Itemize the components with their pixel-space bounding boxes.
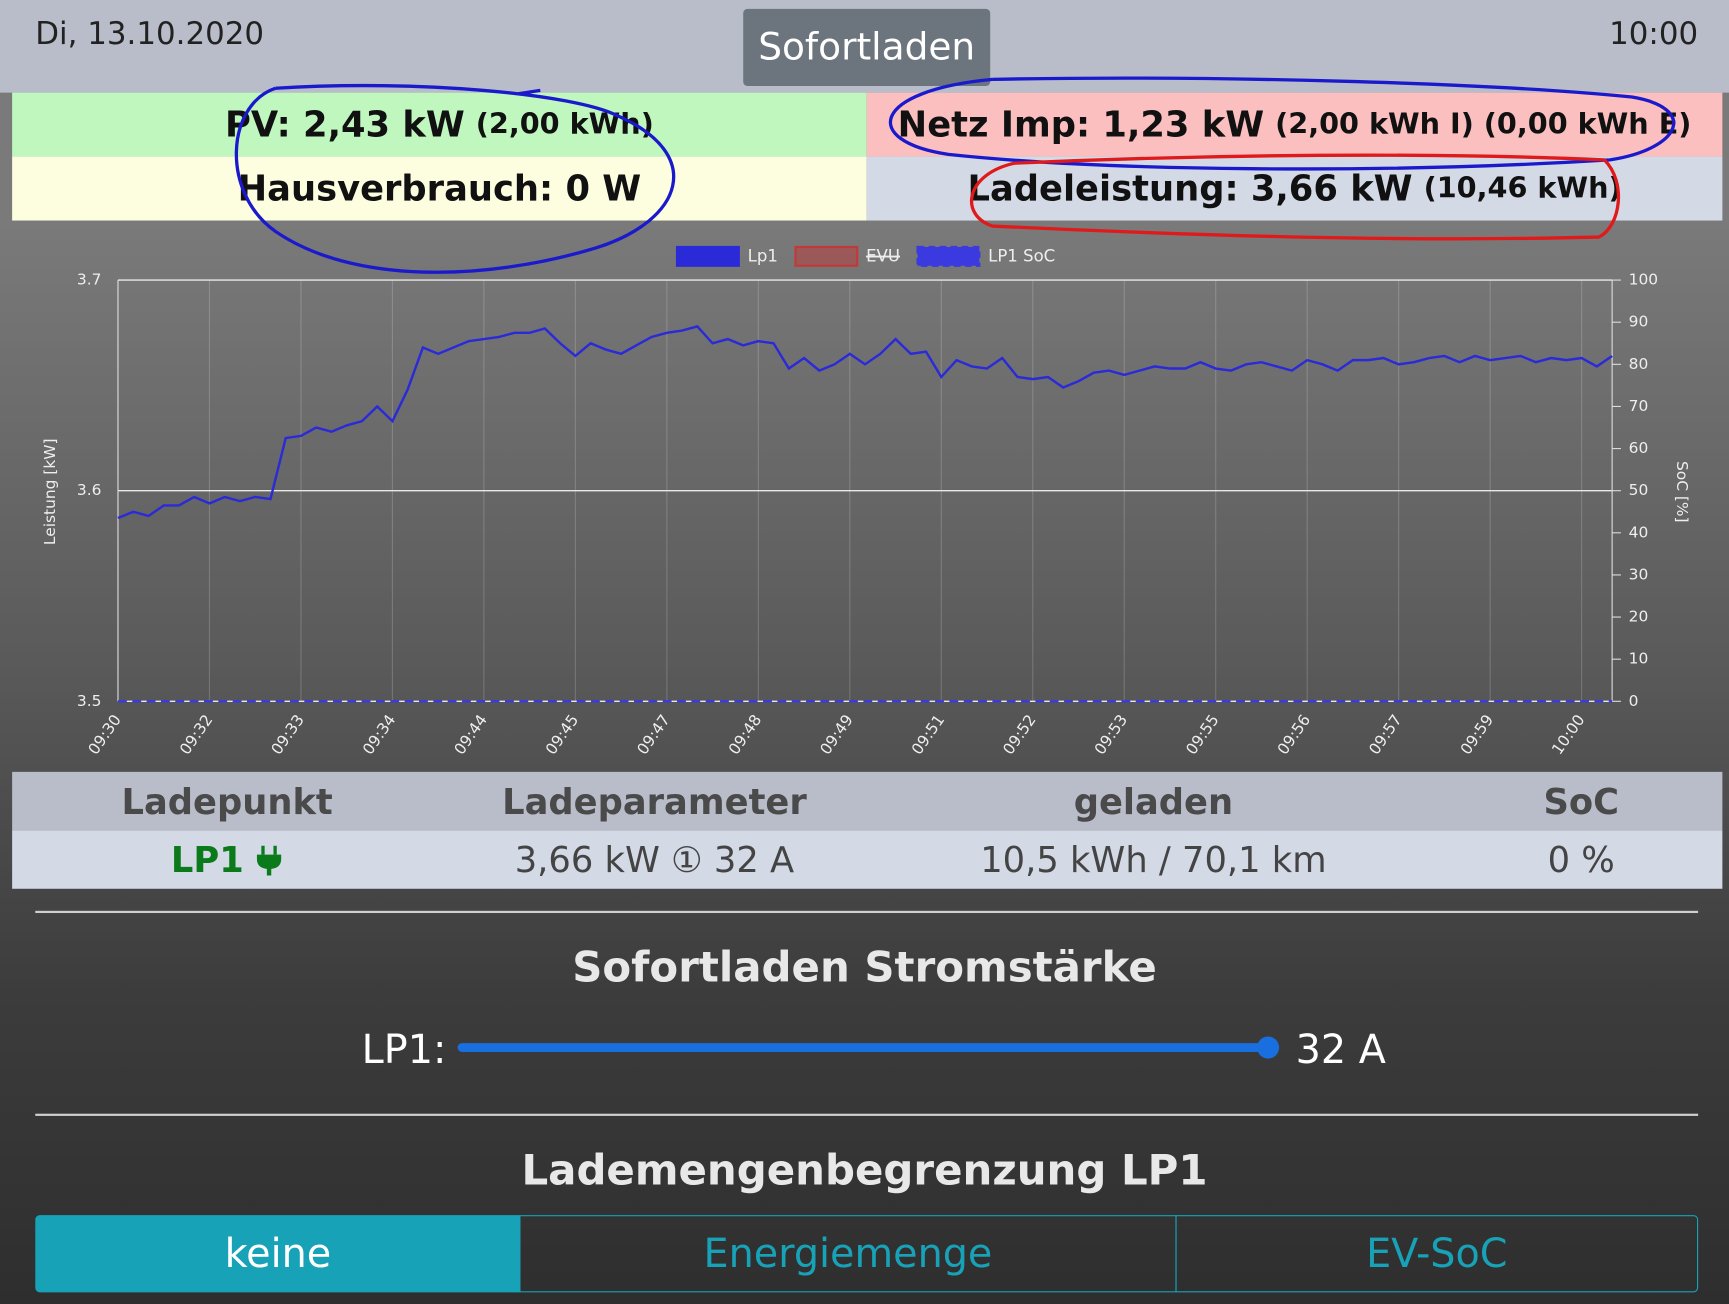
- y2-tick-label: 70: [1629, 397, 1649, 415]
- x-tick-label: 09:30: [85, 711, 125, 758]
- table-header: Ladepunkt Ladeparameter geladen SoC: [12, 771, 1723, 831]
- y2-axis-label: SoC [%]: [1673, 461, 1691, 523]
- y2-tick-label: 30: [1629, 565, 1649, 583]
- x-tick-label: 09:32: [176, 711, 216, 758]
- x-tick-label: 09:34: [359, 711, 399, 758]
- option-button[interactable]: EV-SoC: [1175, 1215, 1699, 1293]
- legend-label: Lp1: [748, 246, 778, 265]
- legend-label: EVU: [866, 246, 900, 265]
- separator: [35, 910, 1699, 914]
- legend-swatch: [794, 245, 859, 267]
- y2-tick-label: 10: [1629, 650, 1649, 668]
- y2-tick-label: 40: [1629, 523, 1649, 541]
- y2-tick-label: 50: [1629, 481, 1649, 499]
- option-button[interactable]: Energiemenge: [519, 1215, 1177, 1293]
- table-row: LP1 3,66 kW ① 32 A 10,5 kWh / 70,1 km 0 …: [12, 830, 1723, 889]
- slider-track[interactable]: [457, 1043, 1269, 1052]
- y2-tick-label: 80: [1629, 355, 1649, 373]
- lp-name: LP1: [170, 838, 244, 881]
- chart: Leistung [kW] SoC [%] 09:30 09:32 09:33 09:…: [41, 245, 1691, 758]
- cell: 3,66 kW ① 32 A: [514, 838, 795, 881]
- x-tick-label: 09:55: [1182, 711, 1222, 758]
- y2-tick-label: 100: [1629, 271, 1658, 289]
- section-title: Lademengenbegrenzung LP1: [521, 1145, 1208, 1195]
- x-tick-label: 09:44: [451, 711, 491, 758]
- legend-swatch: [916, 245, 981, 267]
- y-tick-label: 3.7: [77, 271, 102, 289]
- series-line: [117, 325, 1613, 520]
- header-cell: geladen: [1073, 780, 1234, 823]
- cell: 10,5 kWh / 70,1 km: [980, 838, 1327, 881]
- header-cell: SoC: [1543, 780, 1620, 823]
- legend-label: LP1 SoC: [988, 246, 1055, 265]
- option-button[interactable]: keine: [35, 1215, 521, 1293]
- date: Di, 13.10.2020: [35, 15, 265, 52]
- x-tick-label: 09:45: [542, 711, 582, 758]
- x-tick-label: 09:51: [908, 711, 948, 758]
- y2-tick-label: 90: [1629, 313, 1649, 331]
- x-tick-label: 09:33: [268, 711, 308, 758]
- y2-tick-label: 0: [1629, 692, 1639, 710]
- y2-tick-label: 60: [1629, 439, 1649, 457]
- mode-button[interactable]: Sofortladen: [743, 8, 991, 87]
- x-tick-label: 09:59: [1457, 711, 1497, 758]
- time: 10:00: [1609, 15, 1699, 52]
- cell: LP1: [12, 838, 442, 881]
- slider-label: LP1:: [361, 1027, 447, 1073]
- y-tick-label: 3.5: [77, 692, 102, 710]
- y-tick-label: 3.6: [77, 481, 102, 499]
- header-cell: Ladeparameter: [502, 780, 807, 823]
- x-tick-label: 09:53: [1091, 711, 1131, 758]
- legend-swatch: [675, 245, 740, 267]
- slider-value: 32 A: [1295, 1027, 1386, 1073]
- y-axis-label: Leistung [kW]: [41, 438, 59, 545]
- x-tick-label: 09:56: [1274, 711, 1314, 758]
- plug-icon: [256, 845, 282, 875]
- separator: [35, 1113, 1699, 1116]
- slider-thumb[interactable]: [1257, 1036, 1280, 1059]
- y2-tick-label: 20: [1629, 608, 1649, 626]
- cell: 0 %: [1547, 838, 1615, 881]
- table: Ladepunkt Ladeparameter geladen SoC LP1 …: [12, 771, 1723, 889]
- x-tick-label: 09:57: [1365, 711, 1405, 758]
- x-tick-label: 09:49: [817, 711, 857, 758]
- x-tick-label: 09:52: [999, 711, 1039, 758]
- x-tick-label: 09:48: [725, 711, 765, 758]
- x-tick-label: 10:00: [1548, 711, 1588, 758]
- section-title: Sofortladen Stromstärke: [572, 942, 1157, 992]
- x-tick-label: 09:47: [634, 711, 674, 758]
- header-cell: Ladepunkt: [121, 780, 333, 823]
